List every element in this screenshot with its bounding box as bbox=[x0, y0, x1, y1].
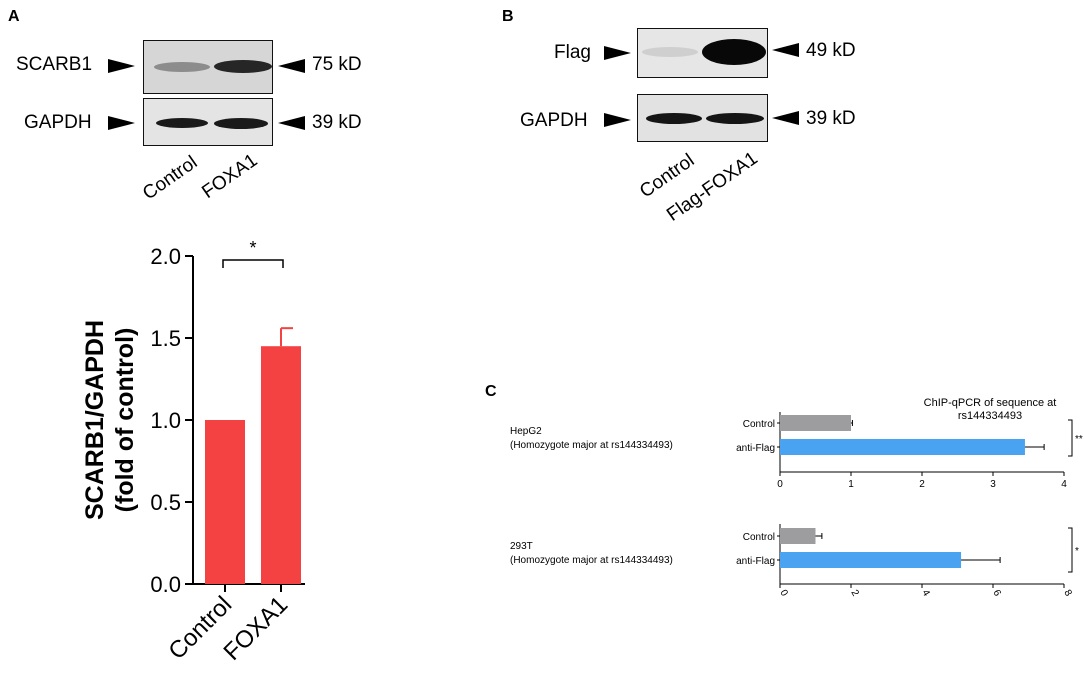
arrow-right-icon bbox=[604, 113, 631, 127]
chart-title: ChIP-qPCR of sequence at bbox=[924, 397, 1057, 409]
arrow-left-icon bbox=[772, 43, 799, 57]
x-tick-label: 1 bbox=[848, 479, 854, 490]
band-flag-foxa1 bbox=[702, 39, 766, 65]
y-tick-label: anti-Flag bbox=[736, 443, 775, 454]
arrow-left-icon bbox=[278, 59, 305, 73]
blot-gapdh-b bbox=[637, 94, 768, 142]
kd-label-gapdh: 39 kD bbox=[312, 112, 362, 133]
band-flag-foxa1 bbox=[706, 113, 764, 124]
y-tick-label: 1.5 bbox=[150, 326, 181, 351]
y-tick-label: 2.0 bbox=[150, 244, 181, 269]
kd-label-flag: 49 kD bbox=[806, 40, 856, 61]
y-tick-label: 1.0 bbox=[150, 408, 181, 433]
panel-letter-c: C bbox=[485, 383, 497, 400]
x-tick-label: 8 bbox=[1061, 588, 1074, 599]
bar-control bbox=[780, 528, 816, 544]
group-name: HepG2 bbox=[510, 426, 542, 437]
y-tick-label: 0.5 bbox=[150, 490, 181, 515]
arrow-right-icon bbox=[604, 46, 631, 60]
band-control bbox=[156, 118, 208, 128]
x-tick-label: 3 bbox=[990, 479, 996, 490]
blot-gapdh bbox=[143, 98, 273, 146]
band-foxa1 bbox=[214, 60, 272, 73]
x-tick-label: 4 bbox=[1061, 479, 1067, 490]
blot-label-flag: Flag bbox=[554, 42, 591, 63]
significance-label: * bbox=[249, 238, 256, 258]
x-tick-label-foxa1: FOXA1 bbox=[218, 591, 293, 666]
kd-label-scarb1: 75 kD bbox=[312, 54, 362, 75]
bar-control bbox=[205, 420, 245, 584]
x-tick-label: 2 bbox=[919, 479, 925, 490]
blot-flag bbox=[637, 28, 768, 78]
lane-label-foxa1: FOXA1 bbox=[197, 150, 262, 203]
blot-scarb1 bbox=[143, 40, 273, 94]
band-control bbox=[646, 113, 702, 124]
lane-label-control: Control bbox=[138, 152, 202, 205]
y-tick-label: anti-Flag bbox=[736, 556, 775, 567]
blot-label-gapdh: GAPDH bbox=[24, 112, 92, 133]
group-subname: (Homozygote major at rs144334493) bbox=[510, 555, 673, 566]
arrow-left-icon bbox=[772, 111, 799, 125]
x-tick-label: 2 bbox=[848, 588, 861, 599]
significance-label: * bbox=[1075, 546, 1079, 557]
bar-foxa1 bbox=[261, 346, 301, 584]
x-tick-label: 6 bbox=[990, 588, 1003, 599]
significance-bracket bbox=[222, 259, 284, 268]
scarb1-bar-chart: 0.00.51.01.52.0ControlFOXA1*SCARB1/GAPDH… bbox=[81, 238, 305, 666]
blot-label-scarb1: SCARB1 bbox=[16, 54, 93, 75]
band-control bbox=[154, 62, 210, 72]
band-foxa1 bbox=[214, 118, 268, 129]
panel-letter-a: A bbox=[8, 8, 20, 25]
band-control bbox=[642, 47, 698, 57]
y-axis-label: (fold of control) bbox=[111, 328, 139, 513]
x-tick-label: 4 bbox=[919, 588, 932, 599]
x-tick-label: 0 bbox=[777, 588, 790, 599]
group-subname: (Homozygote major at rs144334493) bbox=[510, 440, 673, 451]
x-tick-label: 0 bbox=[777, 479, 783, 490]
arrow-left-icon bbox=[278, 116, 305, 130]
arrow-right-icon bbox=[108, 116, 135, 130]
bar-anti-flag bbox=[780, 439, 1025, 455]
y-axis-label: SCARB1/GAPDH bbox=[81, 320, 109, 520]
bar-control bbox=[780, 415, 851, 431]
significance-label: ** bbox=[1075, 434, 1083, 445]
bar-anti-flag bbox=[780, 552, 962, 568]
y-tick-label: Control bbox=[743, 532, 775, 543]
arrow-right-icon bbox=[108, 59, 135, 73]
kd-label-gapdh-b: 39 kD bbox=[806, 108, 856, 129]
significance-bracket bbox=[1068, 419, 1073, 457]
significance-bracket bbox=[1068, 527, 1073, 573]
y-tick-label: Control bbox=[743, 419, 775, 430]
group-name: 293T bbox=[510, 541, 533, 552]
blot-label-gapdh-b: GAPDH bbox=[520, 110, 588, 131]
y-tick-label: 0.0 bbox=[150, 572, 181, 597]
panel-letter-b: B bbox=[502, 8, 514, 25]
chart-title: rs144334493 bbox=[958, 410, 1022, 422]
